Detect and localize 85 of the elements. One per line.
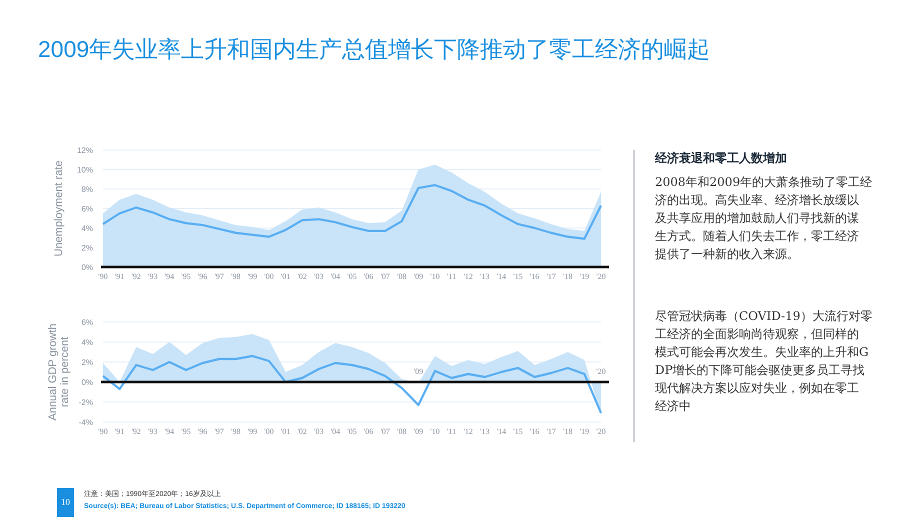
x-tick-label: '03	[314, 272, 324, 281]
y-axis-title: Unemployment rate	[53, 160, 65, 256]
y-tick-label: 4%	[81, 224, 93, 233]
x-tick-label: '14	[496, 427, 506, 436]
x-tick-label: '94	[164, 427, 174, 436]
text: 2008年和2009年的大萧条推动了零工经济的出现。高失业率、经济增长放缓以及共享应用的增加鼓励人们寻找新的谋生方式。随着人们失去工作，零工经济提供了一种新的收入来源。	[655, 175, 872, 261]
y-tick-label: -4%	[78, 418, 93, 427]
x-tick-label: '12	[463, 272, 473, 281]
annotation: '09	[414, 367, 424, 376]
x-tick-label: '20	[596, 427, 606, 436]
x-tick-label: '08	[397, 427, 407, 436]
x-tick-label: '05	[347, 272, 357, 281]
line-series	[102, 184, 602, 240]
y-tick-label: 8%	[81, 184, 93, 194]
x-tick-label: '18	[563, 272, 573, 281]
x-tick-label: '02	[297, 272, 307, 281]
x-tick-label: '05	[347, 427, 357, 436]
x-tick-label: '01	[280, 427, 290, 436]
x-tick-label: '15	[513, 272, 523, 281]
x-tick-label: '97	[214, 427, 224, 436]
x-tick-label: '93	[148, 272, 158, 281]
x-tick-label: '16	[530, 272, 540, 281]
x-tick-label: '92	[131, 427, 141, 436]
x-tick-label: '10	[430, 427, 440, 436]
y-tick-label: 10%	[76, 165, 93, 174]
x-tick-label: '09	[414, 427, 424, 436]
x-tick-label: '02	[297, 427, 307, 436]
y-tick-label: 6%	[81, 318, 93, 327]
x-tick-label: '06	[364, 272, 374, 281]
text: 10	[61, 497, 70, 507]
annotation: '20	[596, 367, 606, 376]
y-tick-label: 0%	[81, 262, 93, 272]
x-tick-label: '15	[513, 427, 523, 436]
x-tick-label: '20	[596, 272, 606, 281]
text: 经济衰退和零工人数增加	[654, 151, 787, 165]
y-tick-label: 4%	[81, 338, 93, 347]
x-tick-label: '09	[414, 272, 424, 281]
x-tick-label: '99	[248, 427, 258, 436]
x-tick-label: '17	[546, 427, 556, 436]
y-tick-label: 12%	[76, 146, 93, 155]
x-tick-label: '96	[198, 427, 208, 436]
x-tick-label: '12	[463, 427, 473, 436]
y-tick-label: 2%	[81, 243, 93, 252]
x-tick-label: '98	[231, 427, 241, 436]
x-tick-label: '93	[148, 427, 158, 436]
chart-title: 2009年失业率上升和国内生产总值增长下降推动了零工经济的崛起	[38, 36, 710, 62]
x-tick-label: '17	[546, 272, 556, 281]
x-tick-label: '03	[314, 427, 324, 436]
x-tick-label: '16	[530, 427, 540, 436]
x-tick-label: '08	[397, 272, 407, 281]
x-tick-label: '18	[563, 427, 573, 436]
x-tick-label: '13	[480, 272, 490, 281]
x-tick-label: '99	[248, 272, 258, 281]
x-tick-label: '94	[164, 272, 174, 281]
x-tick-label: '98	[231, 272, 241, 281]
x-tick-label: '00	[264, 272, 274, 281]
x-tick-label: '00	[264, 427, 274, 436]
x-tick-label: '14	[496, 272, 506, 281]
x-tick-label: '91	[114, 272, 124, 281]
x-tick-label: '92	[131, 272, 141, 281]
x-tick-label: '95	[181, 272, 191, 281]
x-tick-label: '10	[430, 272, 440, 281]
x-tick-label: '07	[380, 427, 390, 436]
y-tick-label: 6%	[81, 204, 93, 214]
x-tick-label: '90	[98, 427, 108, 436]
y-tick-label: 0%	[81, 378, 93, 387]
x-tick-label: '11	[447, 272, 456, 281]
x-tick-label: '91	[114, 427, 124, 436]
x-tick-label: '96	[198, 272, 208, 281]
text: 尽管冠状病毒（COVID-19）大流行对零工经济的全面影响尚待观察，但同样的模式可能会再次发生。失业率的上升和GDP增长的下降可能会驱使更多员工寻找现代解决方案以应对失业，例如在零工经济中	[655, 309, 872, 413]
x-tick-label: '01	[280, 272, 290, 281]
x-tick-label: '06	[364, 427, 374, 436]
x-tick-label: '97	[214, 272, 224, 281]
x-tick-label: '19	[580, 272, 590, 281]
x-tick-label: '07	[380, 272, 390, 281]
x-tick-label: '19	[580, 427, 590, 436]
x-tick-label: '95	[181, 427, 191, 436]
y-tick-label: 2%	[81, 358, 93, 367]
x-tick-label: '04	[330, 427, 340, 436]
x-tick-label: '13	[480, 427, 490, 436]
x-tick-label: '11	[447, 427, 456, 436]
x-tick-label: '04	[330, 272, 340, 281]
y-axis-title: Annual GDP growth rate in percent	[47, 323, 71, 421]
y-tick-label: -2%	[78, 398, 93, 407]
x-tick-label: '90	[98, 272, 108, 281]
